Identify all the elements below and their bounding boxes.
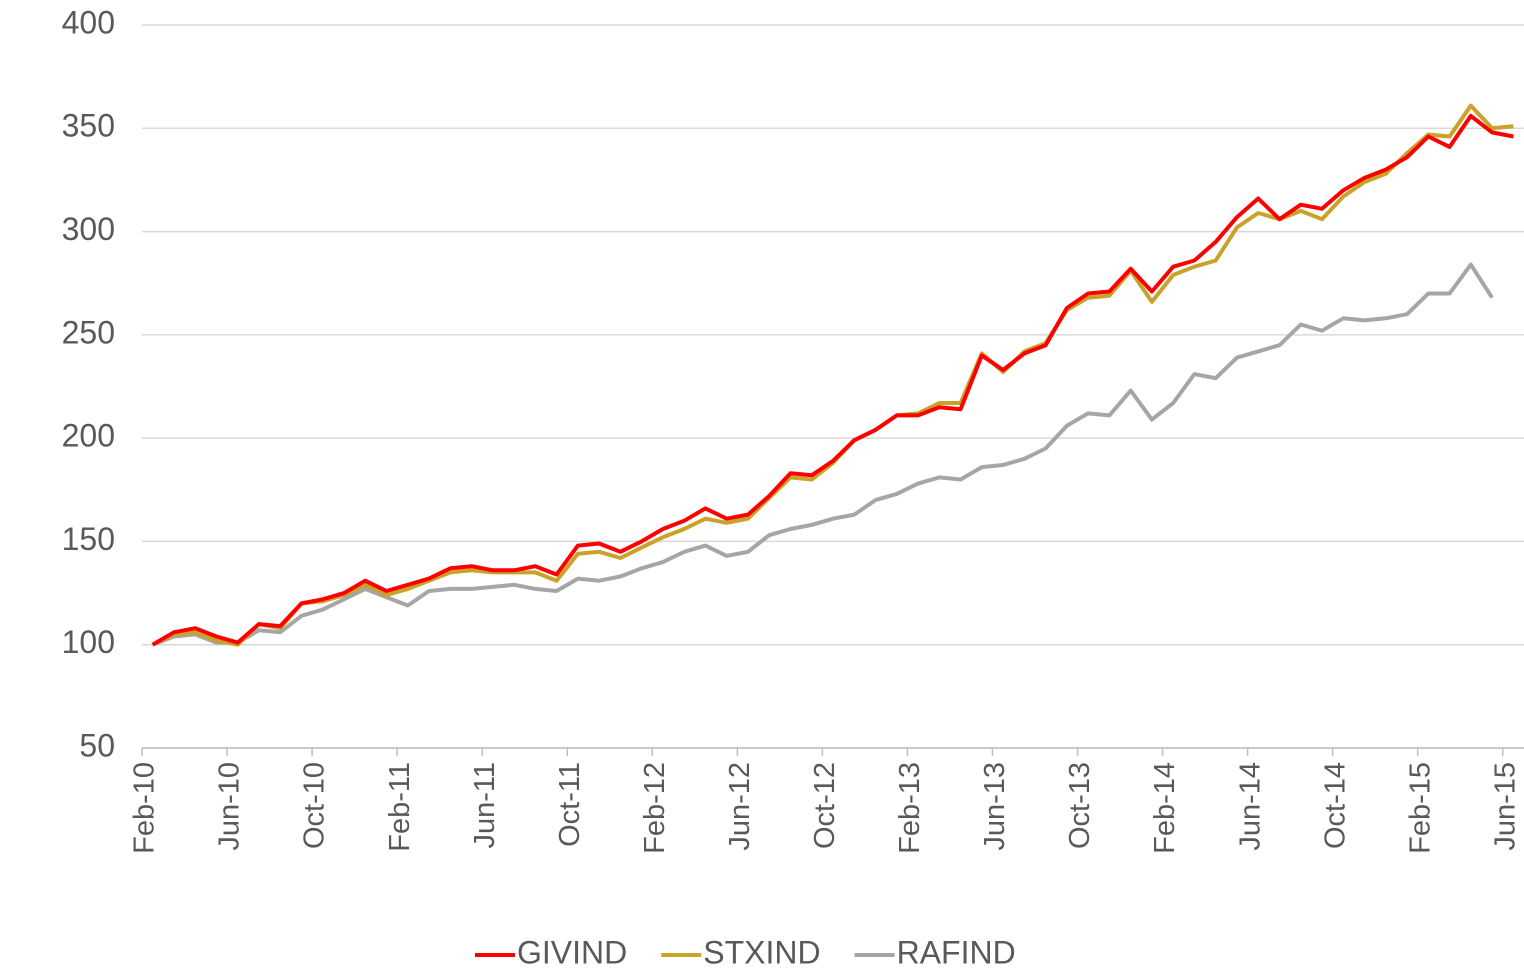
- x-tick-label: Oct-11: [554, 762, 586, 847]
- legend: GIVIND STXIND RAFIND: [475, 934, 1016, 970]
- y-tick-label: 100: [62, 624, 115, 660]
- x-tick-label: Jun-11: [469, 762, 501, 849]
- y-tick-label: 300: [62, 211, 115, 247]
- x-tick-label: Feb-10: [129, 762, 161, 854]
- series-line: [151, 103, 1514, 647]
- series-line: [151, 113, 1514, 647]
- x-tick-label: Oct-14: [1319, 762, 1351, 849]
- x-tick-label: Jun-12: [724, 762, 756, 851]
- x-tick-label: Oct-10: [299, 762, 331, 849]
- x-tick-label: Jun-13: [979, 762, 1011, 851]
- legend-label: STXIND: [703, 934, 820, 970]
- y-tick-label: 250: [62, 314, 115, 350]
- y-tick-label: 400: [62, 4, 115, 40]
- x-tick-label: Jun-14: [1234, 762, 1266, 851]
- y-tick-label: 200: [62, 418, 115, 454]
- y-tick-label: 350: [62, 108, 115, 144]
- x-tick-label: Feb-14: [1149, 762, 1181, 854]
- x-tick-label: Jun-10: [214, 762, 246, 851]
- y-tick-label: 150: [62, 521, 115, 557]
- x-tick-label: Jun-15: [1489, 762, 1521, 851]
- legend-label: GIVIND: [517, 934, 627, 970]
- x-tick-label: Feb-11: [384, 762, 416, 852]
- x-tick-label: Feb-12: [639, 762, 671, 854]
- x-tick-label: Feb-13: [894, 762, 926, 854]
- legend-label: RAFIND: [897, 934, 1016, 970]
- x-tick-label: Oct-13: [1064, 762, 1096, 849]
- series-line: [151, 262, 1494, 647]
- x-tick-label: Oct-12: [809, 762, 841, 849]
- x-tick-label: Feb-15: [1404, 762, 1436, 854]
- y-tick-label: 50: [79, 727, 115, 763]
